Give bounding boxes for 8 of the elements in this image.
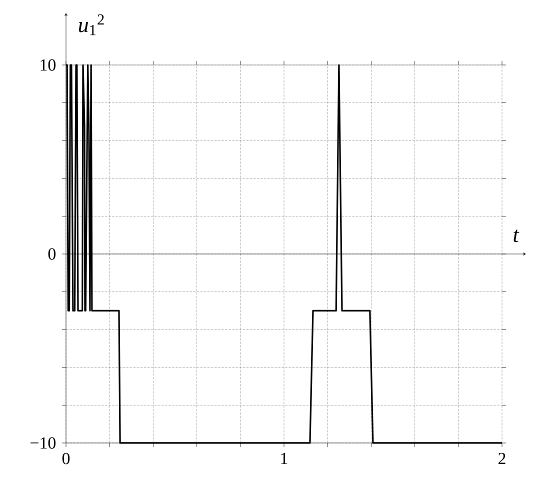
x-tick-label: 2 [498,452,506,464]
x-tick-label: 0 [62,452,70,464]
x-axis-title: t [514,230,520,242]
y-axis-title: u$_{1}$2 [78,14,104,36]
y-tick-label: 0 [48,248,56,260]
x-tick-label: 1 [281,452,288,464]
y-tick-label: 10 [40,59,56,71]
y-tick-label: −10 [30,437,56,449]
